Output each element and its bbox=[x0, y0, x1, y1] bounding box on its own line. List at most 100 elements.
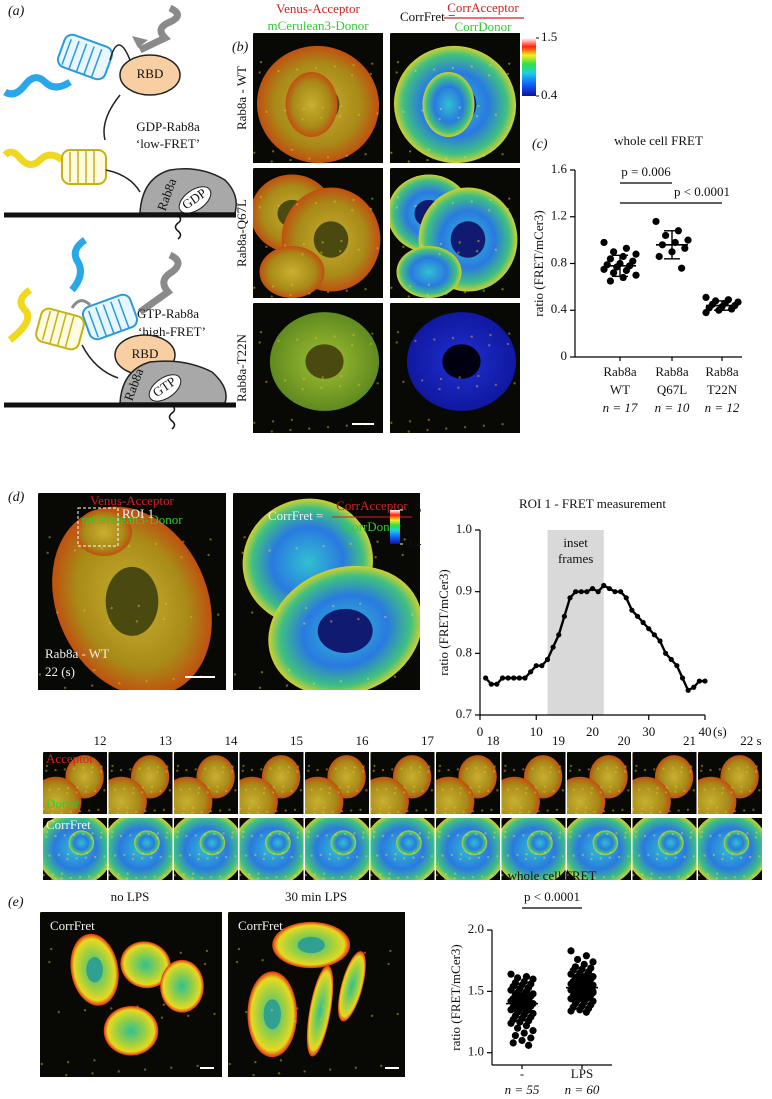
speckle bbox=[559, 765, 562, 768]
speckle bbox=[355, 855, 359, 859]
speckle bbox=[354, 1066, 357, 1069]
speckle bbox=[534, 786, 538, 789]
speckle bbox=[730, 857, 733, 860]
speckle bbox=[332, 604, 335, 608]
speckle bbox=[218, 875, 222, 878]
speckle bbox=[458, 106, 461, 109]
speckle bbox=[213, 1012, 216, 1016]
speckle bbox=[690, 831, 693, 834]
speckle bbox=[664, 791, 668, 794]
speckle bbox=[239, 807, 242, 811]
speckle bbox=[347, 1003, 350, 1006]
speckle bbox=[415, 809, 418, 812]
speckle bbox=[224, 789, 228, 793]
speckle bbox=[396, 196, 400, 199]
speckle bbox=[177, 964, 181, 967]
speckle bbox=[108, 873, 111, 877]
speckle bbox=[241, 769, 244, 773]
speckle bbox=[141, 852, 145, 855]
speckle bbox=[445, 292, 448, 295]
formula-label: CorrFret = bbox=[400, 9, 455, 24]
speckle bbox=[305, 606, 308, 610]
speckle bbox=[689, 770, 692, 773]
speckle bbox=[258, 341, 261, 344]
speckle bbox=[100, 957, 104, 960]
speckle bbox=[162, 617, 166, 621]
speckle bbox=[436, 807, 438, 811]
speckle bbox=[134, 1018, 137, 1021]
speckle bbox=[206, 791, 209, 794]
micrograph bbox=[501, 818, 566, 880]
x-tick-label: T22N bbox=[707, 382, 738, 397]
speckle bbox=[641, 873, 644, 876]
colorbar-label: 0.4 bbox=[541, 87, 558, 102]
speckle bbox=[555, 808, 559, 812]
speckle bbox=[754, 770, 758, 773]
speckle bbox=[63, 834, 66, 837]
speckle bbox=[558, 770, 561, 773]
speckle bbox=[462, 810, 465, 814]
speckle bbox=[373, 764, 376, 768]
speckle bbox=[340, 876, 344, 879]
speckle bbox=[108, 807, 111, 811]
speckle bbox=[313, 873, 317, 876]
speckle bbox=[91, 684, 94, 687]
cell bbox=[592, 830, 619, 856]
speckle bbox=[334, 833, 338, 836]
speckle bbox=[567, 873, 569, 877]
speckle bbox=[543, 790, 546, 793]
linker bbox=[81, 344, 119, 379]
speckle bbox=[653, 834, 656, 837]
data-point bbox=[576, 1006, 584, 1014]
speckle bbox=[668, 876, 671, 879]
frame-time: 12 bbox=[94, 733, 107, 748]
speckle bbox=[559, 831, 562, 834]
speckle bbox=[674, 856, 677, 859]
speckle bbox=[307, 830, 311, 834]
speckle bbox=[501, 153, 504, 156]
speckle bbox=[57, 853, 61, 857]
speckle bbox=[677, 875, 680, 878]
speckle bbox=[680, 837, 683, 840]
speckle bbox=[445, 427, 448, 430]
speckle bbox=[496, 855, 499, 858]
speckle bbox=[745, 837, 749, 840]
data-point bbox=[640, 619, 646, 626]
speckle bbox=[277, 339, 280, 343]
micrograph bbox=[370, 818, 435, 880]
speckle bbox=[338, 786, 341, 789]
data-point bbox=[511, 1031, 519, 1040]
speckle bbox=[168, 855, 172, 858]
speckle bbox=[76, 852, 79, 855]
cell-label: Rab8a - WT bbox=[45, 646, 109, 661]
channel-label: Venus-Acceptor bbox=[90, 493, 174, 508]
speckle bbox=[150, 785, 154, 789]
speckle bbox=[172, 677, 175, 681]
speckle bbox=[254, 787, 257, 791]
speckle bbox=[289, 158, 292, 162]
speckle bbox=[662, 767, 665, 770]
speckle bbox=[487, 209, 491, 212]
speckle bbox=[281, 790, 284, 793]
speckle bbox=[203, 962, 207, 966]
speckle bbox=[359, 602, 362, 605]
speckle bbox=[593, 810, 596, 814]
speckle bbox=[635, 764, 638, 768]
speckle bbox=[344, 766, 347, 770]
speckle bbox=[346, 790, 350, 793]
cell bbox=[239, 776, 278, 814]
speckle bbox=[453, 811, 456, 814]
speckle bbox=[715, 877, 718, 880]
speckle bbox=[475, 832, 478, 836]
speckle bbox=[322, 806, 326, 809]
speckle bbox=[140, 857, 144, 860]
speckle bbox=[191, 872, 195, 875]
speckle bbox=[390, 33, 392, 35]
speckle bbox=[584, 877, 587, 880]
speckle bbox=[615, 832, 618, 835]
speckle bbox=[408, 420, 412, 423]
speckle bbox=[328, 853, 332, 856]
panel-label: (b) bbox=[232, 40, 249, 55]
speckle bbox=[471, 810, 475, 813]
speckle bbox=[250, 834, 254, 838]
